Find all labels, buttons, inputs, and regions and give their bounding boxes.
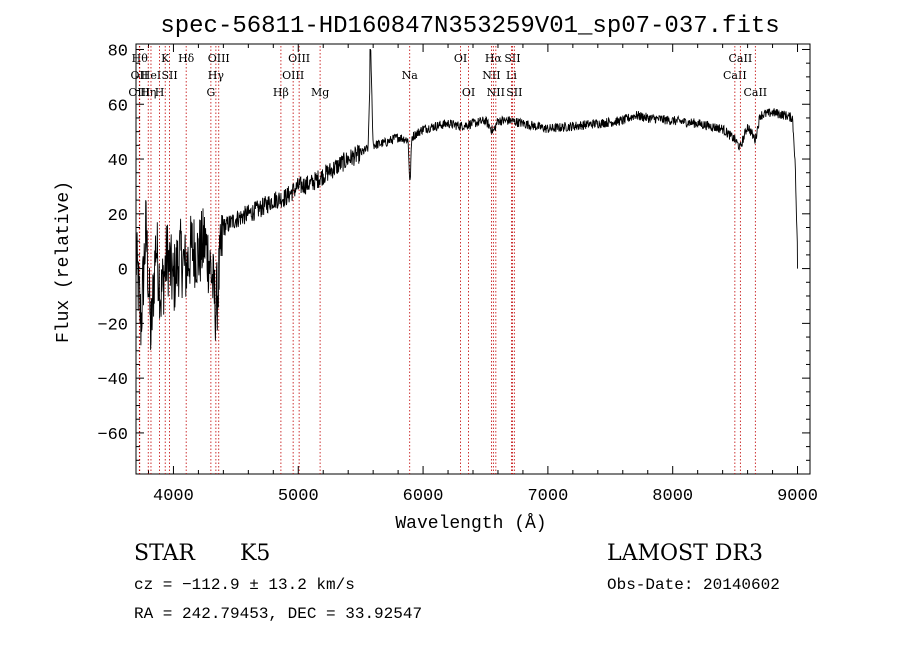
- line-marker-label: G: [206, 86, 215, 99]
- x-axis-label: Wavelength (Å): [395, 513, 546, 534]
- line-marker-label: OI: [462, 86, 475, 99]
- x-tick-label: 5000: [278, 487, 319, 506]
- line-marker-label: Hγ: [208, 69, 225, 82]
- y-tick-label: 20: [108, 207, 128, 226]
- line-marker-label: Hδ: [178, 52, 195, 65]
- line-marker-label: Mg: [311, 86, 329, 99]
- spectrum-series: [135, 49, 798, 350]
- x-tick-label: 7000: [527, 487, 568, 506]
- line-marker-label: OIII: [282, 69, 304, 82]
- x-tick-label: 8000: [652, 487, 693, 506]
- line-marker-label: CaII: [729, 52, 753, 65]
- y-axis-label: Flux (relative): [54, 181, 74, 343]
- y-tick-label: 80: [108, 42, 128, 61]
- plot-axes: [135, 43, 811, 475]
- line-marker-label: SII: [504, 52, 520, 65]
- plot-frame: [135, 43, 811, 475]
- line-marker-label: OIII: [128, 86, 150, 99]
- chart-title: spec-56811-HD160847N353259V01_sp07-037.f…: [160, 13, 779, 40]
- x-tick-label: 6000: [403, 487, 444, 506]
- coordinates: RA = 242.79453, DEC = 33.92547: [134, 605, 422, 623]
- x-tick-label: 4000: [153, 487, 194, 506]
- y-tick-label: 60: [108, 97, 128, 116]
- object-class: STAR: [134, 541, 196, 566]
- x-tick-label: 9000: [777, 487, 818, 506]
- axis-ticks: 4000 5000 6000 7000 8000 9000 80 60 40 20 0 −20 −40 −…: [97, 42, 818, 506]
- line-marker-label: CaII: [723, 69, 747, 82]
- line-marker-label: SII: [506, 86, 522, 99]
- y-tick-label: 0: [118, 262, 128, 281]
- line-marker-label: Hθ: [132, 52, 149, 65]
- line-marker-label: NII: [482, 69, 500, 82]
- line-marker-label: Li: [506, 69, 517, 82]
- y-tick-label: −20: [97, 316, 128, 335]
- line-marker-label: K: [161, 52, 170, 65]
- y-tick-label: −60: [97, 426, 128, 445]
- redshift-velocity: cz = −112.9 ± 13.2 km/s: [134, 576, 355, 594]
- line-marker-label: Na: [402, 69, 419, 82]
- line-marker-label: OIII: [288, 52, 310, 65]
- line-marker-label: Hα: [485, 52, 503, 65]
- spectrum-line: [135, 49, 798, 350]
- observation-date: Obs-Date: 20140602: [607, 576, 780, 594]
- y-tick-label: 40: [108, 152, 128, 171]
- line-marker-label: Hβ: [273, 86, 289, 99]
- line-marker-label: CaII: [743, 86, 767, 99]
- emission-line-markers: HθOIIOIIIHηHeIHKSIIHδGHγOIIIHβOIIIOIIIMg…: [128, 46, 767, 474]
- line-marker-label: OI: [454, 52, 467, 65]
- line-marker-label: HeI: [141, 69, 161, 82]
- line-marker-label: SII: [161, 69, 177, 82]
- line-marker-label: Hη: [140, 86, 156, 99]
- object-subclass: K5: [240, 541, 270, 566]
- line-marker-label: NII: [487, 86, 505, 99]
- line-marker-label: H: [155, 86, 165, 99]
- y-tick-label: −40: [97, 371, 128, 390]
- survey-name: LAMOST DR3: [607, 541, 763, 566]
- line-marker-label: OIII: [208, 52, 230, 65]
